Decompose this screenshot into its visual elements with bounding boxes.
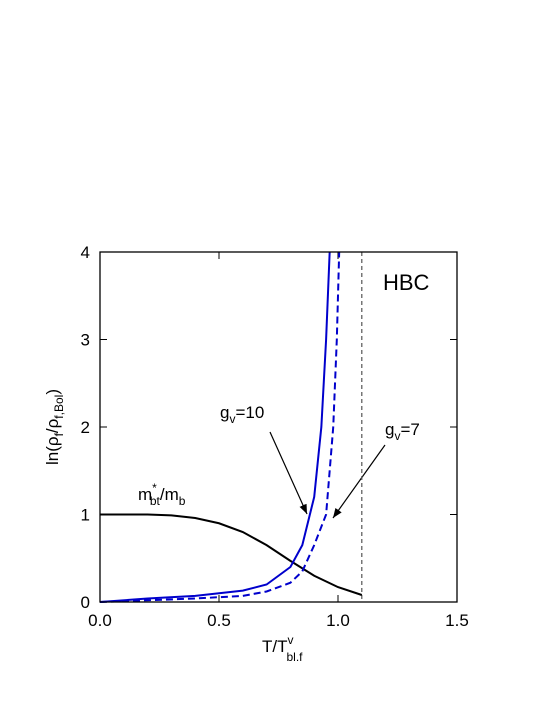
y-tick-label: 2 <box>81 418 90 437</box>
label-part: bt <box>150 494 161 508</box>
label-part: ln(ρ <box>43 436 62 465</box>
label-part: =7 <box>400 420 419 439</box>
series-label: gv=10 <box>220 403 264 426</box>
label-part: b <box>179 494 186 508</box>
series-line <box>99 251 341 603</box>
label-part: =10 <box>235 403 264 422</box>
x-axis-label: T/Tv bl.f <box>262 633 303 664</box>
x-tick-label: 0.0 <box>88 611 112 630</box>
label-part: g <box>385 420 394 439</box>
series-label: gv=7 <box>385 420 420 443</box>
series-label: m* bt/mb <box>138 481 186 508</box>
series-line <box>99 251 331 603</box>
x-tick-label: 1.0 <box>326 611 350 630</box>
label-part: g <box>220 403 229 422</box>
label-part: T/T <box>262 637 288 656</box>
y-axis-label: ln(ρf/ρf,Bol) <box>43 389 66 465</box>
annotation: HBC <box>383 270 430 295</box>
label-part: v <box>288 633 294 647</box>
y-tick-label: 1 <box>81 506 90 525</box>
y-tick-label: 4 <box>81 243 90 262</box>
label-part: f,Bol <box>52 395 66 419</box>
label-part: /m <box>160 485 179 504</box>
label-part: v <box>394 429 400 443</box>
x-tick-label: 1.5 <box>445 611 469 630</box>
label-part: * <box>152 481 157 495</box>
y-tick-label: 3 <box>81 331 90 350</box>
label-part: bl.f <box>287 650 304 664</box>
label-part: v <box>229 412 235 426</box>
label-part: m <box>138 485 152 504</box>
x-tick-label: 0.5 <box>207 611 231 630</box>
label-part: f <box>52 432 66 436</box>
plot-frame <box>99 251 458 603</box>
arrow <box>269 431 308 515</box>
label-part: ) <box>43 389 62 395</box>
series-line <box>100 513 363 596</box>
label-part: /ρ <box>43 419 62 433</box>
y-tick-label: 0 <box>81 593 90 612</box>
arrow <box>332 444 386 519</box>
